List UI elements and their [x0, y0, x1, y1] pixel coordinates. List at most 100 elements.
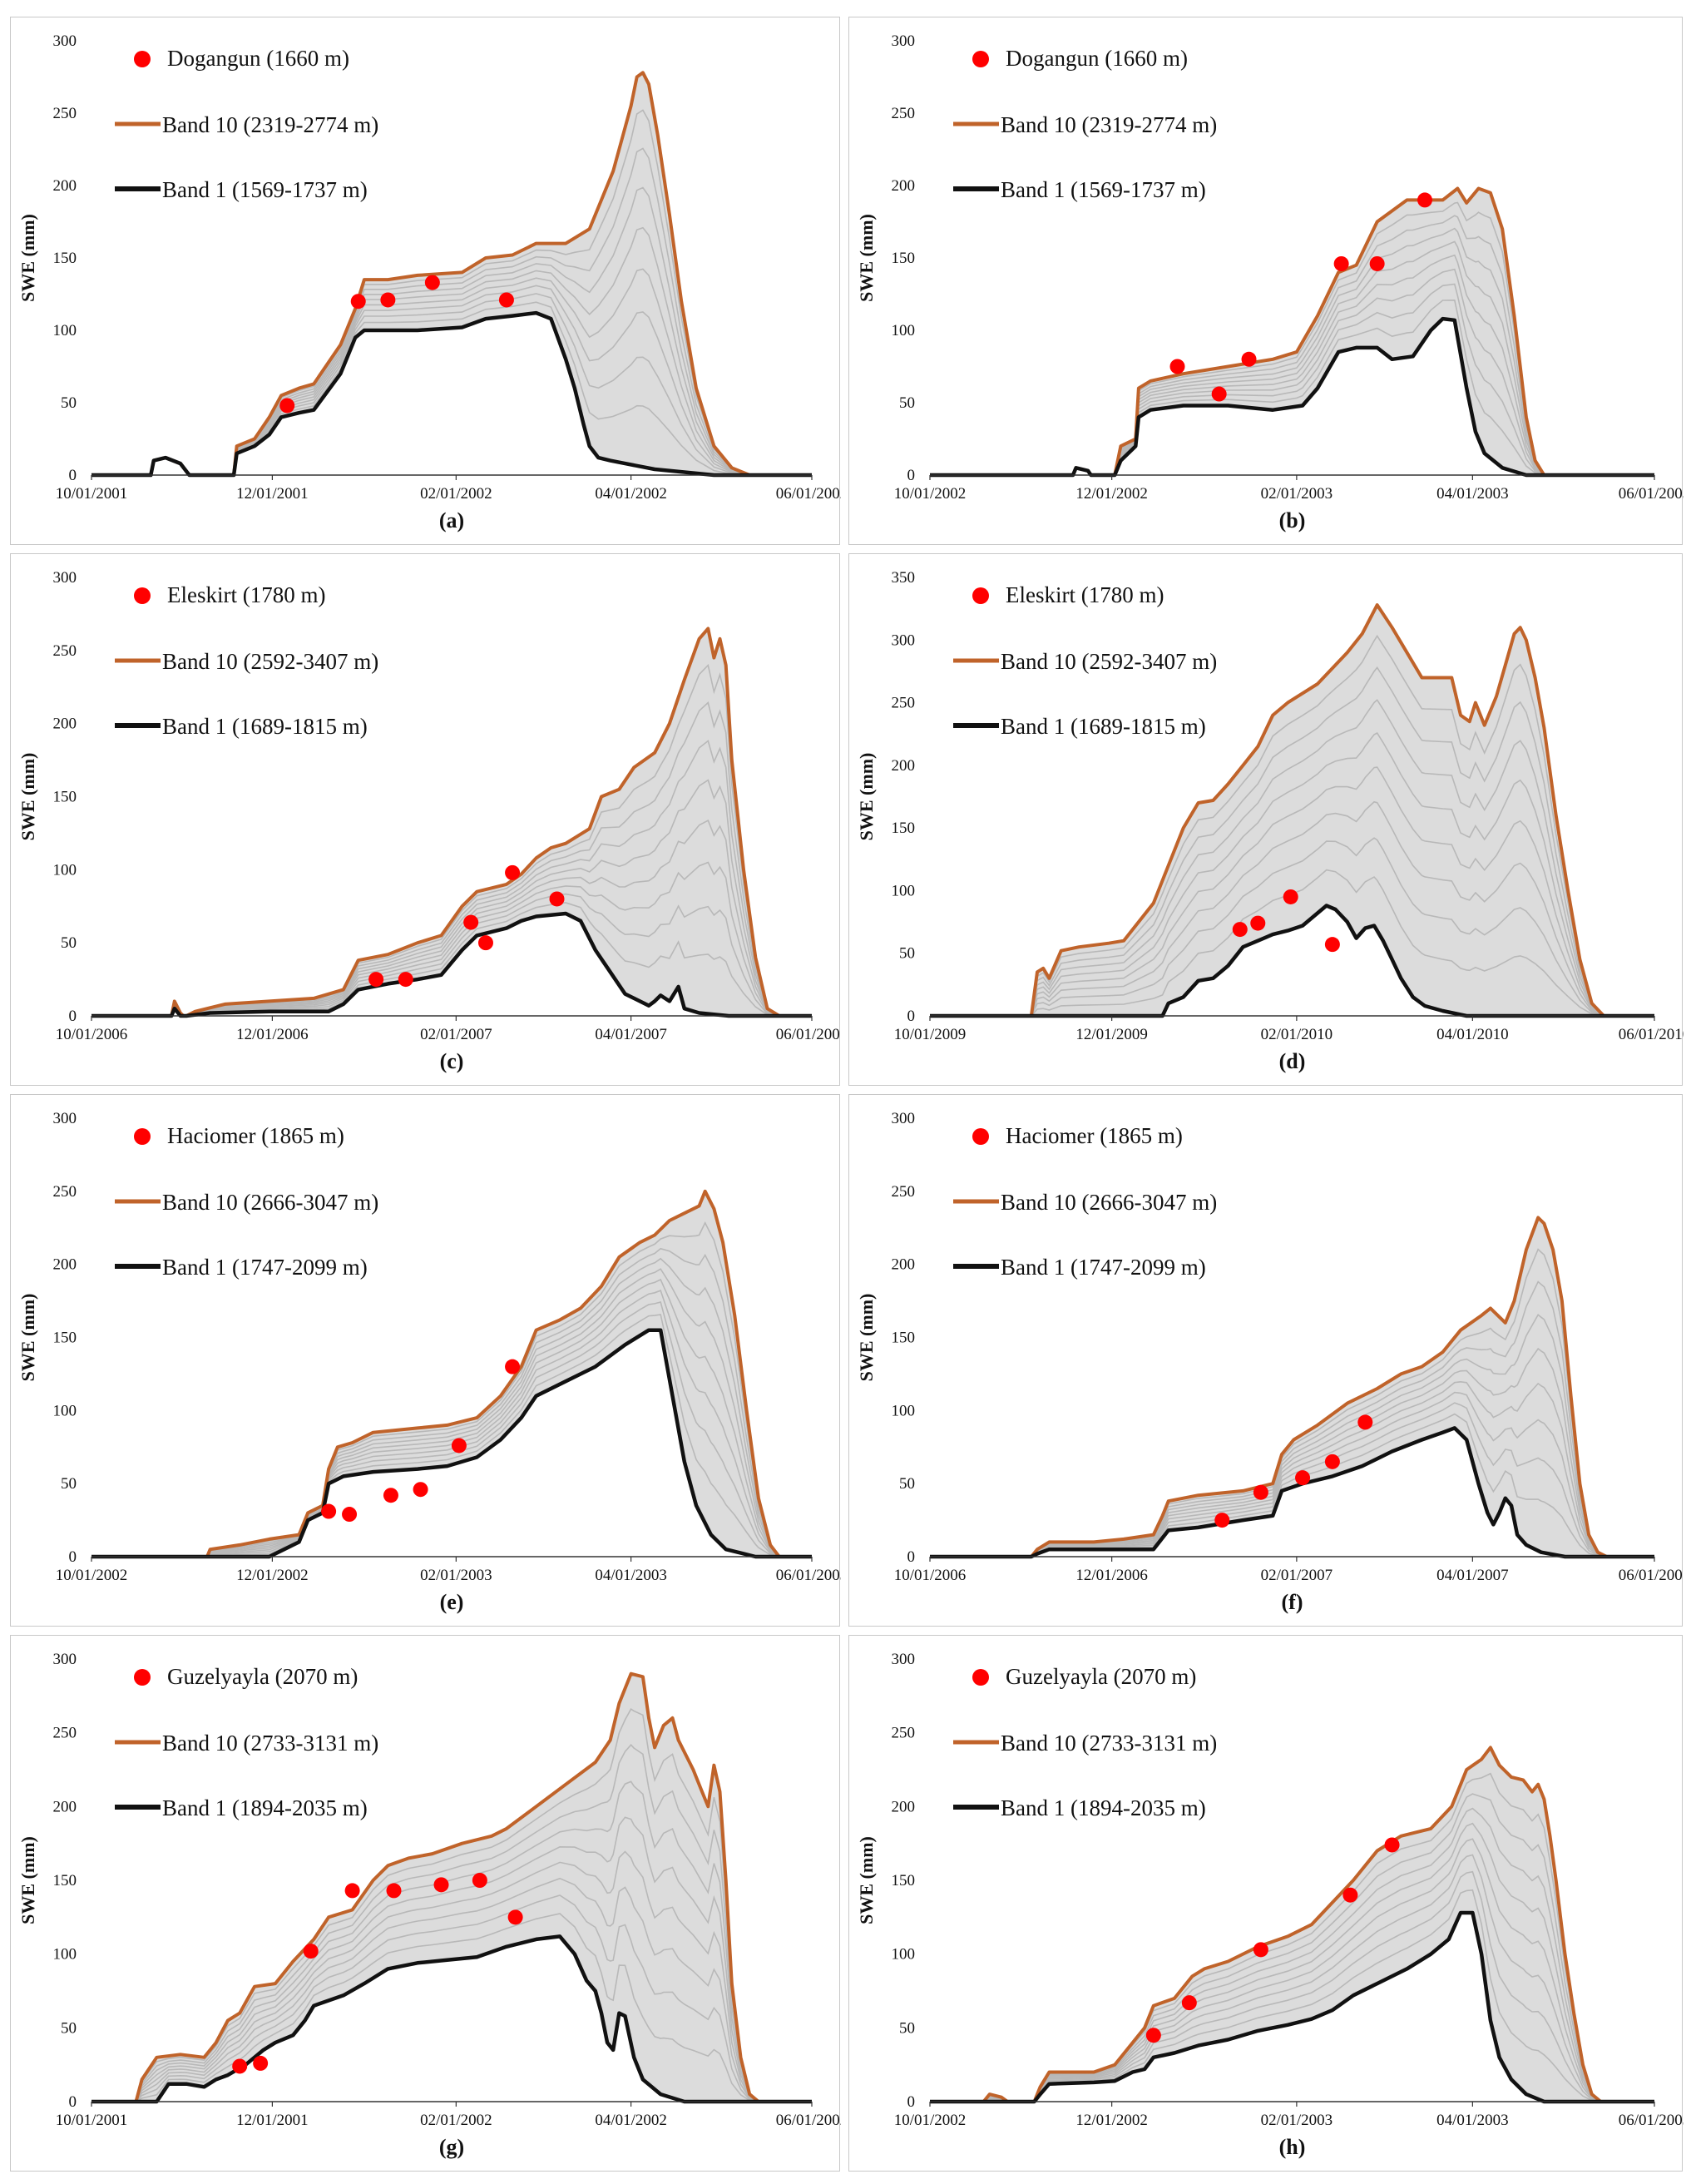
band-1-line: [930, 904, 1654, 1018]
observed-swe-point: [350, 294, 366, 310]
panel-label: (a): [439, 508, 464, 532]
panel-label: (c): [440, 1049, 464, 1073]
chart-panel: 0 50 100 150 200 250 300 10/01/2006 12/01/2006 02…: [848, 1094, 1684, 1627]
legend-station-marker: [972, 1128, 989, 1145]
x-tick-label: 12/01/2002: [236, 1567, 309, 1584]
intermediate-band-line: [91, 1816, 812, 2102]
x-tick-label: 12/01/2006: [1075, 1567, 1148, 1584]
x-tick-label: 12/01/2006: [236, 1026, 309, 1043]
y-tick-label: 300: [53, 569, 77, 587]
x-tick-label: 12/01/2001: [236, 485, 309, 503]
y-tick-label: 0: [69, 1548, 77, 1566]
y-tick-label: 300: [892, 631, 916, 649]
x-tick-label: 04/01/2003: [1436, 2112, 1509, 2129]
band-envelope-fill: [930, 1747, 1654, 2102]
intermediate-band-line: [91, 1290, 812, 1558]
observed-swe-point: [232, 2058, 248, 2074]
legend-band-10-label: Band 10 (2666-3047 m): [162, 1190, 378, 1215]
x-tick-label: 02/01/2007: [420, 1026, 492, 1043]
intermediate-band-line: [930, 1391, 1654, 1558]
chart-panel: 0 50 100 150 200 250 300 10/01/2006 12/01/2006 02…: [10, 553, 841, 1086]
legend-station-marker: [134, 1669, 151, 1686]
band-envelope-fill: [91, 1191, 812, 1557]
intermediate-band-line: [930, 732, 1654, 1017]
intermediate-band-line: [930, 766, 1654, 1017]
y-tick-label: 300: [892, 1651, 916, 1668]
y-axis-label: SWE (mm): [856, 753, 877, 841]
y-tick-label: 250: [53, 642, 77, 660]
observed-swe-point: [386, 1883, 402, 1899]
observed-swe-point: [279, 398, 295, 414]
intermediate-band-line: [930, 1854, 1654, 2102]
intermediate-band-line: [930, 1402, 1654, 1558]
observed-swe-point: [1145, 2028, 1161, 2043]
intermediate-band-line: [91, 1877, 812, 2102]
y-tick-label: 50: [61, 1475, 77, 1493]
x-tick-label: 02/01/2010: [1261, 1026, 1333, 1043]
legend-band-10-label: Band 10 (2319-2774 m): [162, 112, 378, 137]
x-tick-label: 06/01/2007: [1619, 1567, 1684, 1584]
y-tick-label: 0: [907, 1008, 916, 1025]
observed-swe-point: [321, 1503, 337, 1519]
legend-station-marker: [972, 1669, 989, 1686]
observed-swe-point: [463, 914, 479, 930]
intermediate-band-line: [91, 1894, 812, 2102]
x-tick-label: 10/01/2002: [56, 1567, 128, 1584]
intermediate-band-line: [91, 1913, 812, 2102]
legend-band-10-label: Band 10 (2592-3407 m): [162, 649, 378, 674]
intermediate-band-line: [930, 666, 1654, 1017]
legend-band-10-label: Band 10 (2592-3407 m): [1001, 649, 1217, 674]
y-tick-label: 50: [899, 945, 915, 963]
legend-band-10-label: Band 10 (2733-3131 m): [162, 1731, 378, 1756]
x-tick-label: 04/01/2003: [1436, 485, 1509, 503]
observed-swe-point: [1324, 937, 1340, 953]
legend-station-label: Dogangun (1660 m): [1006, 46, 1188, 71]
observed-swe-point: [398, 972, 413, 988]
observed-swe-point: [1232, 922, 1248, 938]
intermediate-band-line: [91, 1744, 812, 2102]
observed-swe-point: [424, 275, 440, 290]
chart-svg: 0 50 100 150 200 250 300 10/01/2006 12/01/2006 02…: [17, 569, 841, 1073]
intermediate-band-line: [930, 1822, 1654, 2102]
legend-band-1-label: Band 1 (1894-2035 m): [162, 1795, 368, 1820]
legend-station-marker: [134, 1128, 151, 1145]
y-tick-label: 300: [53, 32, 77, 50]
observed-swe-point: [1169, 359, 1185, 374]
observed-swe-point: [1324, 1454, 1340, 1469]
y-axis-label: SWE (mm): [17, 753, 38, 841]
observed-swe-point: [1295, 1470, 1311, 1486]
x-tick-label: 06/01/2003: [1619, 2112, 1684, 2129]
x-tick-label: 06/01/2010: [1619, 1026, 1684, 1043]
intermediate-band-line: [930, 1280, 1654, 1558]
observed-swe-point: [1417, 192, 1433, 208]
chart-svg: 0 50 100 150 200 250 300 10/01/2002 12/01/2002 02…: [17, 1110, 841, 1614]
intermediate-band-line: [930, 837, 1654, 1017]
legend-band-1-label: Band 1 (1689-1815 m): [1001, 714, 1206, 739]
x-tick-label: 02/01/2003: [420, 1567, 492, 1584]
x-tick-label: 04/01/2002: [595, 485, 667, 503]
y-tick-label: 100: [892, 1402, 916, 1419]
chart-panel: 0 50 100 150 200 250 300 10/01/2002 12/01/2002 02…: [10, 1094, 841, 1627]
band-envelope-fill: [930, 188, 1654, 475]
observed-swe-point: [472, 1873, 487, 1888]
intermediate-band-line: [91, 861, 812, 1017]
y-tick-label: 150: [892, 820, 916, 837]
intermediate-band-line: [91, 1707, 812, 2102]
legend-station-label: Guzelyayla (2070 m): [1006, 1664, 1196, 1689]
y-tick-label: 250: [53, 105, 77, 122]
x-tick-label: 06/01/2003: [1619, 485, 1684, 503]
y-tick-label: 250: [53, 1183, 77, 1201]
intermediate-band-line: [930, 1870, 1654, 2102]
band-10-line: [930, 1216, 1654, 1558]
intermediate-band-line: [930, 1793, 1654, 2102]
y-tick-label: 50: [61, 2019, 77, 2037]
observed-swe-point: [1283, 889, 1298, 904]
y-tick-label: 100: [53, 1946, 77, 1964]
observed-swe-point: [1333, 255, 1349, 271]
y-tick-label: 0: [69, 467, 77, 484]
legend-band-1-label: Band 1 (1747-2099 m): [162, 1255, 368, 1280]
observed-swe-point: [253, 2055, 269, 2071]
y-tick-label: 150: [53, 250, 77, 267]
intermediate-band-line: [91, 226, 812, 476]
x-tick-label: 10/01/2001: [56, 2112, 128, 2129]
